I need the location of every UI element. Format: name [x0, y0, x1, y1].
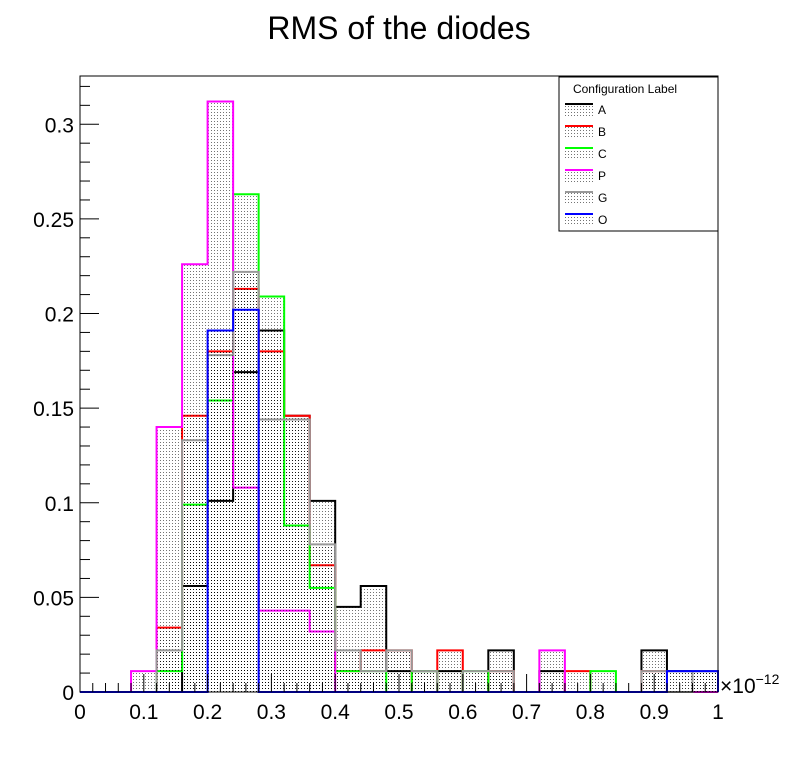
- x-tick-label: 0.7: [512, 701, 541, 724]
- x-tick-label: 0.2: [193, 701, 222, 724]
- legend-label: C: [598, 147, 607, 161]
- x-tick-label: 0.5: [384, 701, 413, 724]
- legend-entry-o: O: [565, 213, 607, 227]
- x-tick-label: 0.1: [129, 701, 158, 724]
- axis-layer: 0 0.1 0.2 0.3 0.4 0.5 0.6 0.7 0.8 0.9 1 0 0.05 0.1 0.1…: [33, 85, 724, 724]
- x-axis-multiplier: ×10−12: [720, 671, 780, 698]
- histogram-layer: [80, 100, 719, 693]
- x-tick-label: 0.4: [321, 701, 351, 724]
- y-tick-label: 0.3: [45, 114, 74, 137]
- legend-swatch-fill: [565, 104, 593, 116]
- chart-title: RMS of the diodes: [267, 10, 530, 46]
- y-tick-label: 0.15: [33, 398, 74, 421]
- legend-swatch-fill: [565, 192, 593, 204]
- y-tick-label: 0.2: [45, 304, 74, 327]
- legend-entry-p: P: [565, 169, 606, 183]
- legend-swatch-fill: [565, 126, 593, 138]
- x-tick-label: 1: [712, 701, 724, 724]
- x-tick-label: 0.8: [576, 701, 605, 724]
- y-tick-label: 0.25: [33, 209, 74, 232]
- x-tick-label: 0.6: [448, 701, 477, 724]
- legend-swatch-fill: [565, 148, 593, 160]
- legend-entry-g: G: [565, 191, 607, 205]
- legend-label: G: [598, 191, 607, 205]
- legend-swatch-fill: [565, 214, 593, 226]
- legend-entry-a: A: [565, 103, 606, 117]
- legend-label: B: [598, 125, 606, 139]
- x-tick-label: 0: [74, 701, 86, 724]
- y-tick-label: 0.1: [45, 493, 74, 516]
- legend-title: Configuration Label: [573, 82, 677, 96]
- legend-label: A: [598, 103, 606, 117]
- legend-swatch-fill: [565, 170, 593, 182]
- legend-label: O: [598, 213, 607, 227]
- y-tick-label: 0.05: [33, 587, 74, 610]
- series-o-fill: [80, 309, 718, 692]
- legend-entry-c: C: [565, 147, 607, 161]
- x-tick-label: 0.3: [257, 701, 286, 724]
- legend-label: P: [598, 169, 606, 183]
- legend-entry-b: B: [565, 125, 606, 139]
- y-tick-label: 0: [62, 682, 74, 705]
- x-tick-label: 0.9: [640, 701, 669, 724]
